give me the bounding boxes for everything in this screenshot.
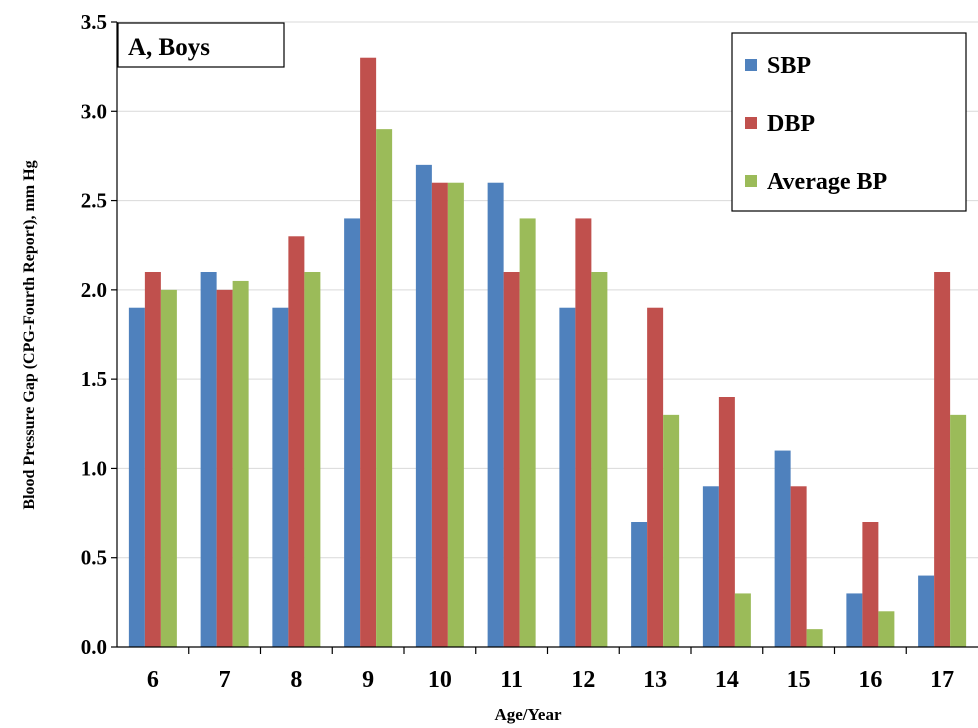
y-tick-labels: 0.0 0.5 1.0 1.5 2.0 2.5 3.0 3.5 bbox=[81, 10, 107, 659]
x-tick-label: 8 bbox=[290, 667, 302, 693]
chart-title-frame bbox=[117, 22, 285, 68]
x-tick-label: 6 bbox=[147, 667, 159, 693]
legend-frame bbox=[731, 32, 967, 212]
x-tick-labels: 6 7 8 9 10 11 12 13 14 15 16 17 bbox=[147, 667, 954, 693]
bar-sbp-14 bbox=[702, 486, 719, 647]
bar-average-bp-14 bbox=[734, 593, 751, 647]
gridlines bbox=[117, 21, 978, 559]
bar-average-bp-13 bbox=[663, 414, 680, 647]
bar-dbp-7 bbox=[216, 289, 233, 647]
bar-dbp-6 bbox=[144, 272, 161, 647]
bar-sbp-17 bbox=[918, 575, 935, 647]
x-tick-label: 14 bbox=[715, 667, 739, 693]
bar-average-bp-8 bbox=[304, 272, 321, 647]
bar-dbp-15 bbox=[790, 486, 807, 647]
bar-average-bp-17 bbox=[950, 414, 967, 647]
x-tick-label: 7 bbox=[219, 667, 231, 693]
y-tick-label: 3.0 bbox=[81, 99, 107, 123]
bar-sbp-9 bbox=[344, 218, 361, 647]
bar-average-bp-16 bbox=[878, 611, 895, 647]
bar-average-bp-11 bbox=[519, 218, 536, 647]
bar-average-bp-15 bbox=[806, 629, 823, 647]
bar-sbp-13 bbox=[631, 522, 648, 647]
bar-sbp-8 bbox=[272, 307, 289, 647]
x-tick-label: 16 bbox=[858, 667, 882, 693]
legend-label-average-bp: Average BP bbox=[767, 169, 887, 195]
y-tick-label: 0.5 bbox=[81, 546, 107, 570]
bar-average-bp-9 bbox=[376, 129, 393, 648]
x-tick-label: 13 bbox=[643, 667, 667, 693]
bar-sbp-15 bbox=[774, 450, 791, 647]
bar-average-bp-7 bbox=[232, 280, 249, 647]
y-tick-label: 1.5 bbox=[81, 367, 107, 391]
x-tick-label: 11 bbox=[500, 667, 523, 693]
bar-sbp-16 bbox=[846, 593, 863, 647]
bar-dbp-14 bbox=[718, 397, 735, 647]
bar-average-bp-10 bbox=[447, 182, 464, 647]
legend: SBP DBP Average BP bbox=[731, 32, 967, 212]
bar-dbp-10 bbox=[431, 182, 448, 647]
legend-swatch-average-bp bbox=[745, 175, 757, 187]
y-axis-title: Blood Pressure Gap (CPG-Fourth Report), … bbox=[21, 160, 38, 509]
bar-sbp-11 bbox=[487, 182, 504, 647]
x-tick-label: 9 bbox=[362, 667, 374, 693]
bar-sbp-6 bbox=[128, 307, 145, 647]
x-axis-title: Age/Year bbox=[494, 705, 561, 724]
y-tick-label: 2.0 bbox=[81, 278, 107, 302]
bar-dbp-17 bbox=[934, 272, 951, 647]
y-tick-label: 3.5 bbox=[81, 10, 107, 34]
legend-swatch-sbp bbox=[745, 59, 757, 71]
y-tick-label: 2.5 bbox=[81, 189, 107, 213]
bar-sbp-10 bbox=[415, 164, 432, 647]
bar-dbp-9 bbox=[360, 57, 377, 647]
y-tick-label: 0.0 bbox=[81, 635, 107, 659]
bar-dbp-11 bbox=[503, 272, 520, 647]
chart-title: A, Boys bbox=[128, 34, 210, 61]
x-tick-label: 17 bbox=[930, 667, 954, 693]
chart-title-box: A, Boys bbox=[117, 22, 285, 68]
bar-dbp-12 bbox=[575, 218, 592, 647]
legend-swatch-dbp bbox=[745, 117, 757, 129]
x-tick-label: 10 bbox=[428, 667, 452, 693]
bar-average-bp-6 bbox=[160, 289, 177, 647]
bar-sbp-7 bbox=[200, 272, 217, 647]
bars bbox=[128, 57, 967, 648]
bar-average-bp-12 bbox=[591, 272, 608, 647]
bar-dbp-8 bbox=[288, 236, 305, 648]
legend-label-sbp: SBP bbox=[767, 53, 811, 79]
bar-dbp-16 bbox=[862, 522, 879, 647]
y-tick-label: 1.0 bbox=[81, 456, 107, 480]
x-tick-label: 15 bbox=[787, 667, 811, 693]
x-tick-label: 12 bbox=[571, 667, 595, 693]
axes bbox=[111, 21, 978, 654]
bar-sbp-12 bbox=[559, 307, 576, 647]
bar-dbp-13 bbox=[647, 307, 664, 647]
legend-label-dbp: DBP bbox=[767, 111, 815, 137]
